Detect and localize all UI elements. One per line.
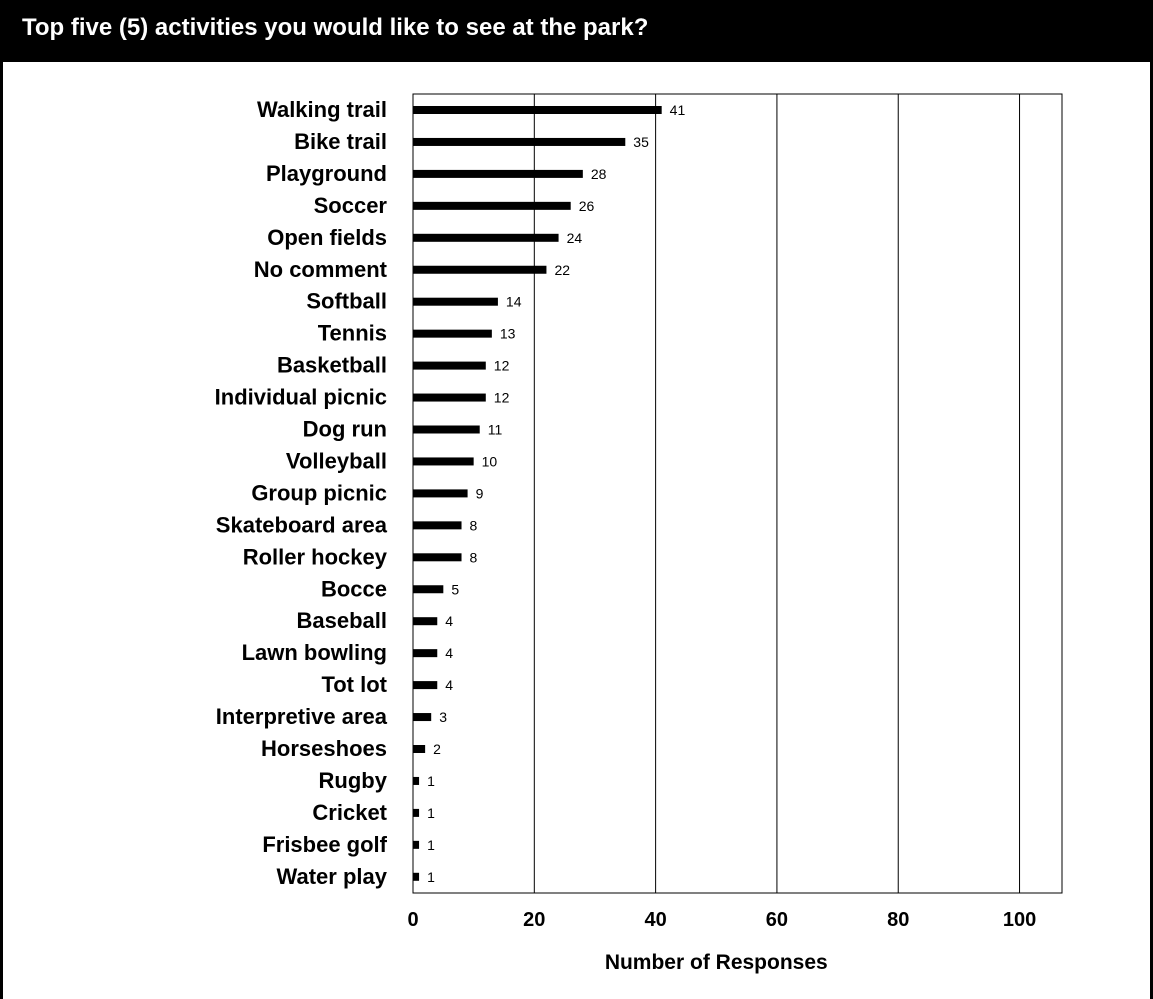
bar xyxy=(413,489,468,498)
x-tick-label: 60 xyxy=(766,909,788,931)
bar xyxy=(413,808,420,817)
bar xyxy=(413,521,462,530)
category-label: Roller hockey xyxy=(243,544,388,569)
category-label: Horseshoes xyxy=(261,736,387,761)
bar xyxy=(413,169,583,178)
category-label: Interpretive area xyxy=(216,704,388,729)
bar xyxy=(413,233,559,242)
data-label: 8 xyxy=(470,517,478,533)
category-label: Frisbee golf xyxy=(262,832,387,857)
category-label: Walking trail xyxy=(257,97,387,122)
data-label: 9 xyxy=(476,485,484,501)
category-label: No comment xyxy=(254,257,388,282)
data-label: 14 xyxy=(506,294,522,310)
plot-area-border xyxy=(412,93,1063,894)
category-label: Open fields xyxy=(267,225,387,250)
data-label: 1 xyxy=(427,837,435,853)
bar xyxy=(413,776,420,785)
x-tick-label: 100 xyxy=(1003,909,1036,931)
data-label: 2 xyxy=(433,741,441,757)
data-label: 26 xyxy=(579,198,595,214)
category-label: Cricket xyxy=(312,800,387,825)
category-label: Rugby xyxy=(319,768,388,793)
data-label: 41 xyxy=(670,102,686,118)
bar xyxy=(413,393,486,402)
bar xyxy=(413,457,474,466)
category-label: Dog run xyxy=(303,417,387,442)
category-label: Lawn bowling xyxy=(242,640,387,665)
bar xyxy=(413,137,626,146)
data-label: 8 xyxy=(470,549,478,565)
bar xyxy=(413,329,492,338)
category-label: Softball xyxy=(306,289,387,314)
bar xyxy=(413,840,420,849)
data-label: 4 xyxy=(445,645,453,661)
category-label: Bocce xyxy=(321,576,387,601)
data-label: 1 xyxy=(427,773,435,789)
data-label: 11 xyxy=(488,422,503,438)
bar xyxy=(413,649,438,658)
data-label: 28 xyxy=(591,166,607,182)
data-label: 1 xyxy=(427,869,435,885)
bar xyxy=(413,425,480,434)
category-label: Bike trail xyxy=(294,129,387,154)
bar xyxy=(413,872,420,881)
data-label: 4 xyxy=(445,677,453,693)
category-label: Volleyball xyxy=(286,448,387,473)
x-tick-label: 0 xyxy=(407,909,418,931)
bar xyxy=(413,265,547,274)
bar xyxy=(413,201,571,210)
bar xyxy=(413,585,444,594)
category-label: Baseball xyxy=(297,608,388,633)
category-label: Tennis xyxy=(318,321,387,346)
data-label: 24 xyxy=(567,230,583,246)
category-label: Group picnic xyxy=(251,480,387,505)
data-label: 35 xyxy=(633,134,649,150)
bar xyxy=(413,106,662,114)
category-label: Tot lot xyxy=(321,672,387,697)
bar xyxy=(413,297,498,306)
x-tick-label: 80 xyxy=(887,909,909,931)
category-label: Soccer xyxy=(314,193,388,218)
category-label: Water play xyxy=(277,864,388,889)
category-label: Basketball xyxy=(277,353,387,378)
data-label: 12 xyxy=(494,358,510,374)
bars xyxy=(413,106,662,881)
category-label: Playground xyxy=(266,161,387,186)
x-tick-label: 20 xyxy=(523,909,545,931)
data-label: 1 xyxy=(427,805,435,821)
data-label: 13 xyxy=(500,326,516,342)
bar xyxy=(413,617,438,626)
x-tick-labels: 0 20 40 60 80 100 xyxy=(407,909,1036,931)
gridlines xyxy=(533,94,1021,893)
data-label: 4 xyxy=(445,613,453,629)
bar xyxy=(413,681,438,690)
data-label: 12 xyxy=(494,390,510,406)
bar xyxy=(413,713,432,722)
category-labels: Walking trail Bike trail Playground Soccer O… xyxy=(215,97,388,889)
category-label: Individual picnic xyxy=(215,385,387,410)
bar xyxy=(413,361,486,370)
x-tick-label: 40 xyxy=(644,909,666,931)
bar xyxy=(413,745,426,753)
chart-title: Top five (5) activities you would like t… xyxy=(22,14,649,41)
data-label: 5 xyxy=(451,581,459,597)
x-axis-title: Number of Responses xyxy=(605,951,828,974)
data-label: 10 xyxy=(482,453,498,469)
data-label: 3 xyxy=(439,709,447,725)
bar xyxy=(413,553,462,562)
category-label: Skateboard area xyxy=(216,512,388,537)
title-bar: Top five (5) activities you would like t… xyxy=(0,0,1153,62)
data-label: 22 xyxy=(554,262,570,278)
